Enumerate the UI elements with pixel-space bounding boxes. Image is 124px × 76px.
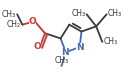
- Text: N: N: [76, 43, 84, 52]
- Text: O: O: [34, 42, 41, 51]
- Text: CH₃: CH₃: [54, 56, 69, 65]
- Text: CH₃: CH₃: [71, 9, 85, 18]
- Text: O: O: [29, 17, 36, 26]
- Text: CH₃: CH₃: [104, 37, 118, 46]
- Text: CH₃: CH₃: [108, 9, 122, 18]
- Text: N: N: [62, 48, 69, 57]
- Text: CH₂: CH₂: [7, 20, 21, 29]
- Text: CH₃: CH₃: [2, 10, 16, 19]
